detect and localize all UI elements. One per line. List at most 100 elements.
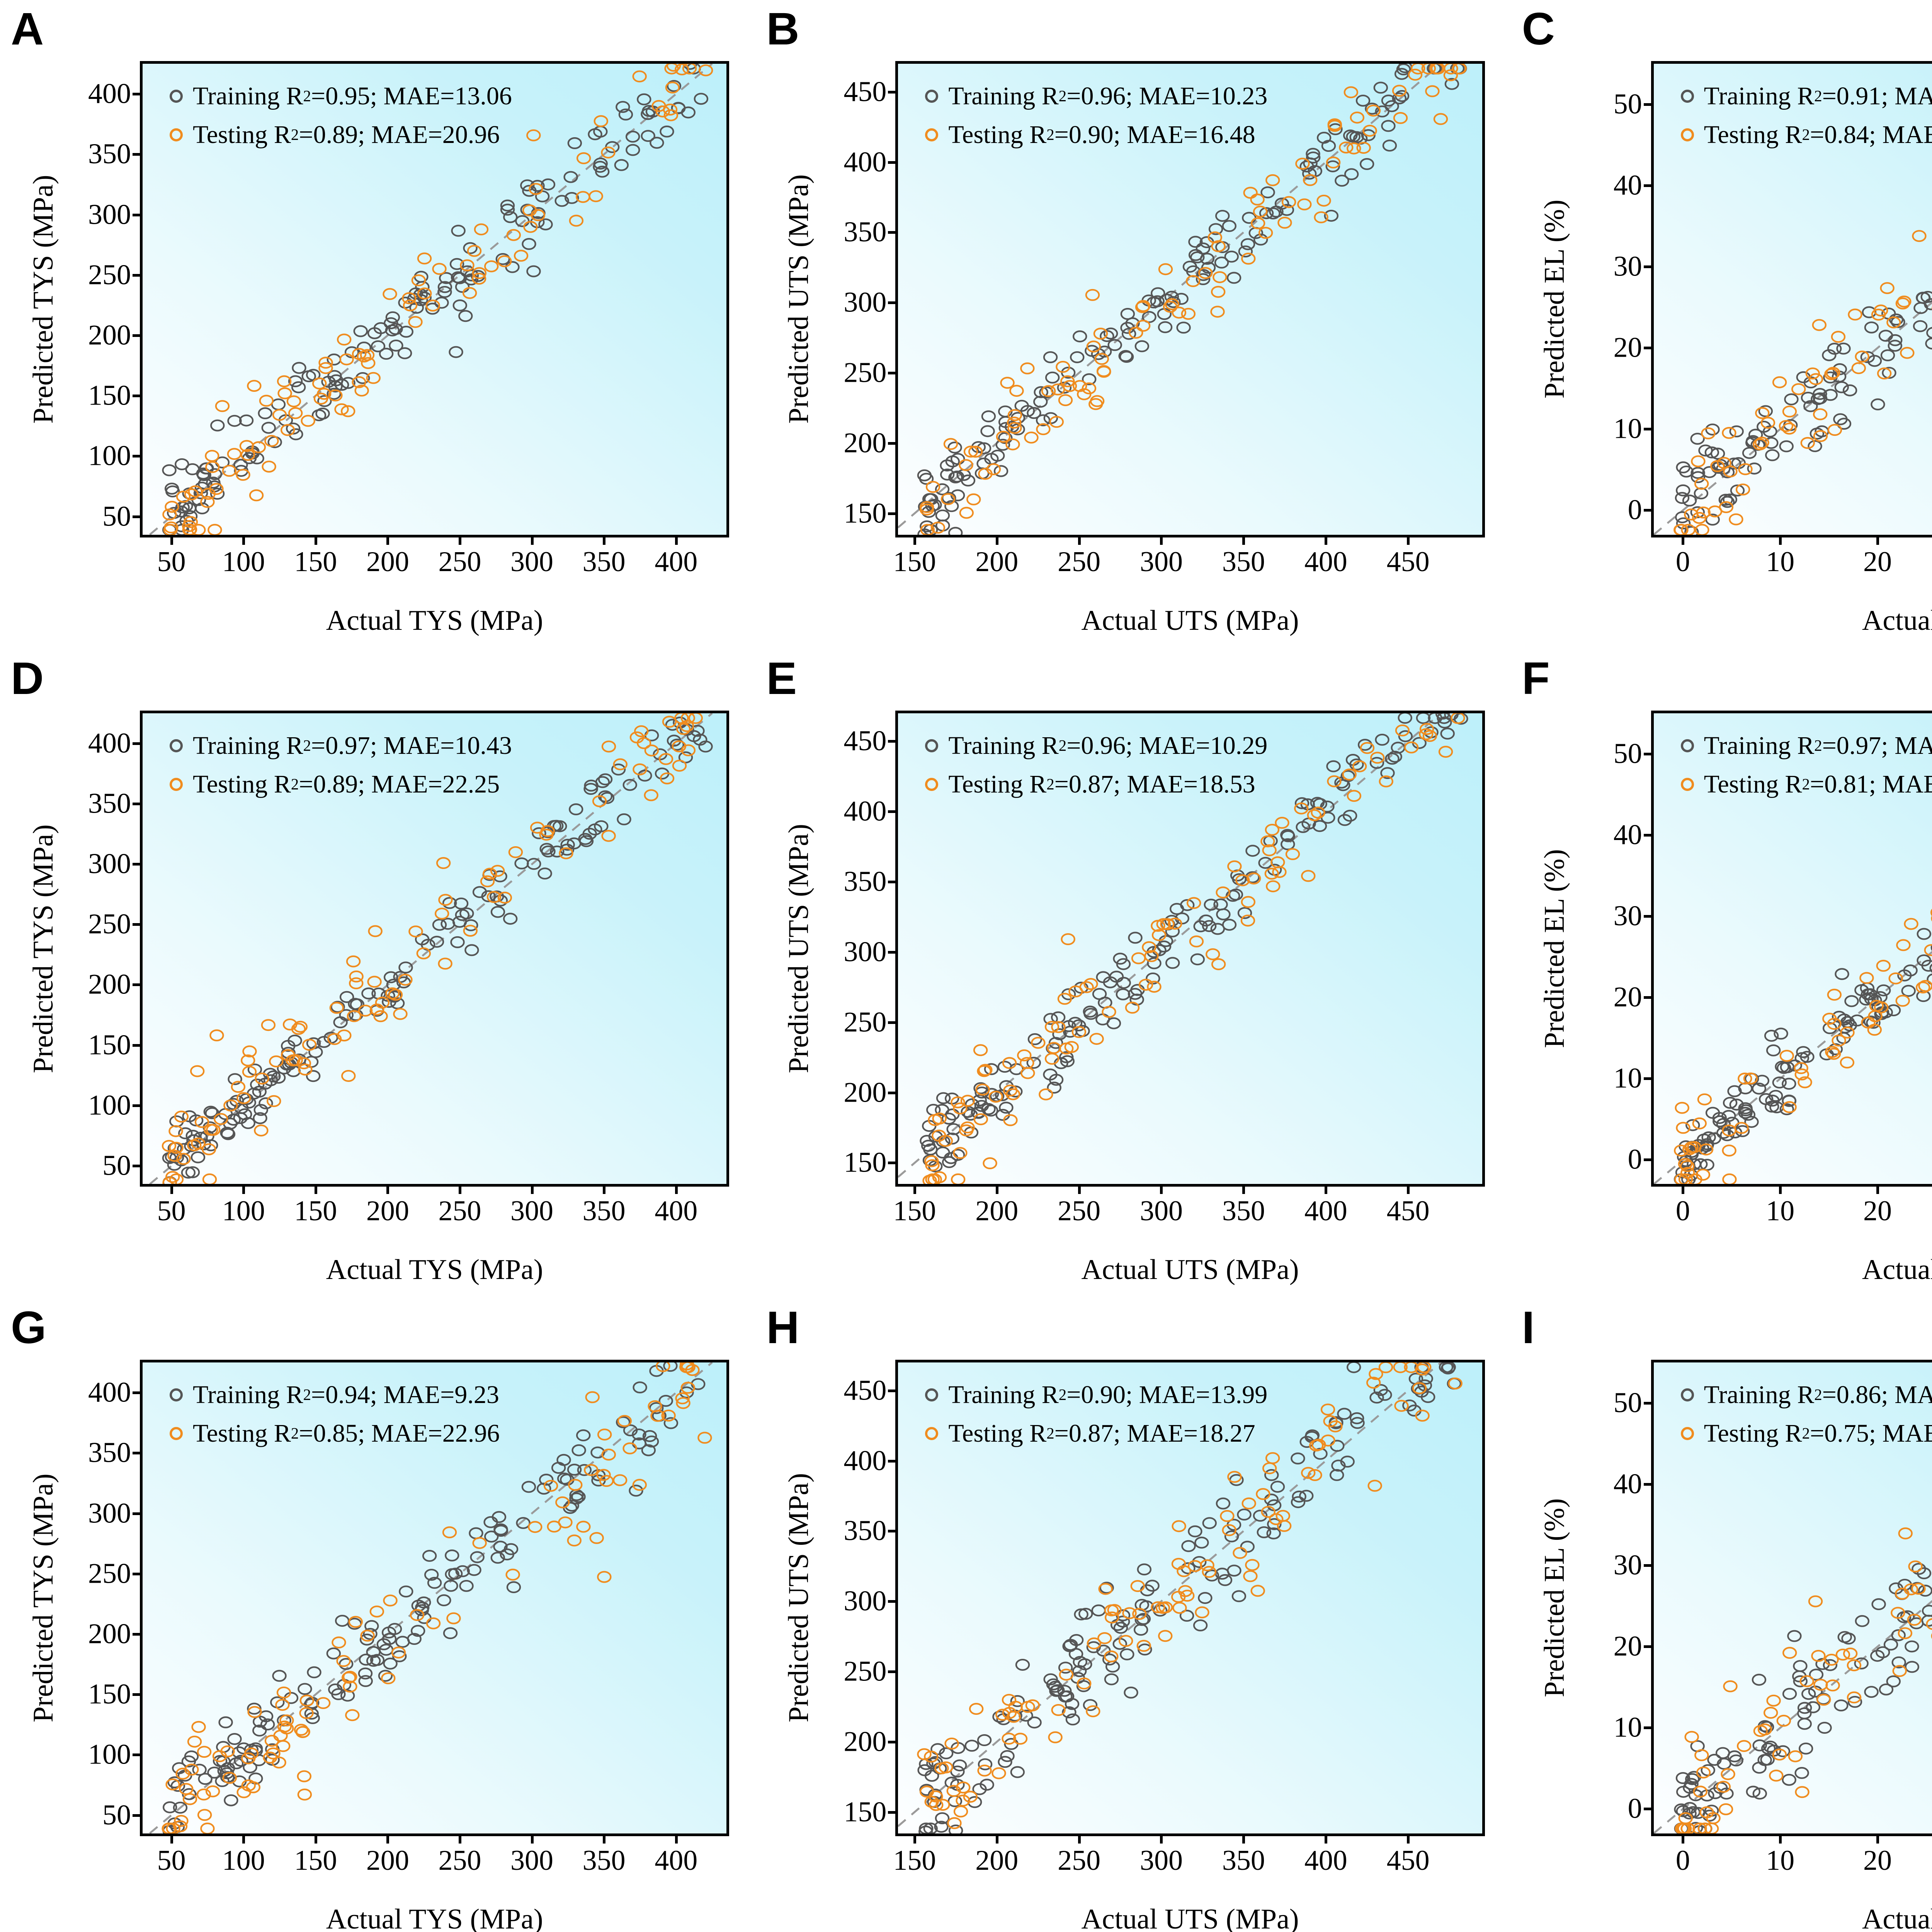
legend-item-training[interactable]: Training R 2 =0.94; MAE=9.23 bbox=[170, 1376, 500, 1414]
data-point bbox=[1094, 328, 1107, 339]
data-point bbox=[1757, 422, 1770, 432]
data-point bbox=[1675, 493, 1688, 503]
data-point bbox=[481, 876, 494, 886]
data-point bbox=[1416, 1364, 1429, 1375]
data-point bbox=[186, 1167, 199, 1177]
legend-item-testing[interactable]: Testing R2=0.75; MAE=3.41 bbox=[1680, 1414, 1932, 1453]
x-tick-mark bbox=[386, 1833, 389, 1844]
data-point bbox=[982, 1104, 995, 1114]
data-point bbox=[1780, 1051, 1793, 1061]
data-point bbox=[586, 1392, 599, 1403]
data-point bbox=[1136, 341, 1148, 352]
data-point bbox=[1246, 1560, 1259, 1570]
y-tick-mark bbox=[888, 372, 898, 375]
series-testing-points bbox=[1674, 64, 1932, 535]
data-point bbox=[922, 1140, 935, 1151]
data-point bbox=[612, 764, 625, 775]
data-point bbox=[1265, 1470, 1278, 1480]
data-point bbox=[1217, 887, 1230, 898]
data-point bbox=[945, 501, 958, 511]
legend-item-testing[interactable]: Testing R 2 =0.87; MAE=18.27 bbox=[925, 1414, 1267, 1453]
legend-item-training[interactable]: Training R 2 =0.95; MAE=13.06 bbox=[170, 77, 512, 116]
data-point bbox=[1007, 439, 1019, 450]
data-point bbox=[224, 1100, 237, 1111]
data-point bbox=[392, 1647, 405, 1658]
legend-item-testing[interactable]: Testing R 2 =0.89; MAE=20.96 bbox=[170, 116, 512, 154]
data-point bbox=[682, 713, 694, 723]
data-point bbox=[1104, 328, 1117, 339]
y-tick-mark bbox=[1643, 1645, 1654, 1648]
data-point bbox=[667, 64, 680, 71]
data-point bbox=[556, 196, 568, 206]
data-point bbox=[1063, 1707, 1076, 1718]
data-point bbox=[1063, 1641, 1076, 1651]
x-tick-label: 20 bbox=[1863, 1844, 1892, 1876]
data-point bbox=[1233, 1591, 1245, 1601]
data-point bbox=[1896, 995, 1909, 1006]
y-tick-label: 400 bbox=[88, 727, 131, 759]
data-point bbox=[1344, 810, 1356, 821]
data-point bbox=[1369, 1481, 1381, 1491]
data-point bbox=[361, 1631, 374, 1641]
data-point bbox=[663, 716, 676, 727]
y-tick-label: 400 bbox=[844, 1445, 887, 1477]
data-point bbox=[492, 906, 504, 917]
x-tick-label: 300 bbox=[1139, 546, 1183, 578]
panel-letter-f: F bbox=[1522, 653, 1550, 704]
legend-item-testing[interactable]: Testing R 2 =0.90; MAE=16.48 bbox=[925, 116, 1267, 154]
data-point bbox=[1878, 368, 1891, 379]
data-point bbox=[1735, 1122, 1748, 1133]
data-point bbox=[1292, 1453, 1304, 1464]
y-tick-mark bbox=[133, 1104, 143, 1107]
data-point bbox=[687, 731, 700, 741]
data-point bbox=[1014, 1733, 1027, 1744]
data-point bbox=[682, 745, 695, 755]
data-point bbox=[979, 1759, 992, 1770]
data-point bbox=[941, 469, 954, 480]
legend-item-training[interactable]: Training R 2 =0.90; MAE=13.99 bbox=[925, 1376, 1267, 1414]
legend-item-training[interactable]: Training R 2 =0.96; MAE=10.29 bbox=[925, 726, 1267, 765]
data-point bbox=[978, 1735, 991, 1745]
legend-item-testing[interactable]: Testing R 2 =0.85; MAE=22.96 bbox=[170, 1414, 500, 1453]
data-point bbox=[650, 138, 663, 148]
x-tick-mark bbox=[1407, 534, 1410, 545]
legend-item-training[interactable]: Training R2=0.86; MAE=2.97 bbox=[1680, 1376, 1932, 1414]
data-point bbox=[937, 1799, 949, 1810]
data-point bbox=[341, 1690, 354, 1701]
data-point bbox=[1088, 1638, 1100, 1649]
legend-item-training[interactable]: Training R 2 =0.97; MAE=10.43 bbox=[170, 726, 512, 765]
data-point bbox=[371, 1606, 383, 1617]
legend-item-testing[interactable]: Testing R 2 =0.87; MAE=18.53 bbox=[925, 765, 1267, 804]
legend-item-testing[interactable]: Testing R2=0.84; MAE=3.15 bbox=[1680, 116, 1932, 154]
data-point bbox=[1262, 187, 1274, 197]
data-point bbox=[1001, 378, 1014, 388]
data-point bbox=[1899, 1528, 1912, 1539]
legend-item-training[interactable]: Training R2=0.97; MAE=1.19 bbox=[1680, 726, 1932, 765]
y-tick-mark bbox=[133, 802, 143, 805]
data-point bbox=[940, 1762, 952, 1773]
data-point bbox=[698, 1432, 711, 1443]
data-point bbox=[175, 1111, 188, 1122]
y-tick-label: 200 bbox=[88, 968, 131, 1000]
legend-item-testing[interactable]: Testing R 2 =0.89; MAE=22.25 bbox=[170, 765, 512, 804]
data-point bbox=[185, 1764, 198, 1775]
y-tick-label: 300 bbox=[844, 286, 887, 318]
data-point bbox=[331, 1002, 344, 1012]
data-point bbox=[1295, 803, 1308, 813]
data-point bbox=[660, 1396, 672, 1406]
legend-item-training[interactable]: Training R 2 =0.96; MAE=10.23 bbox=[925, 77, 1267, 116]
data-point bbox=[359, 1005, 372, 1016]
data-point bbox=[544, 1481, 557, 1491]
legend-item-training[interactable]: Training R2=0.91; MAE=1.97 bbox=[1680, 77, 1932, 116]
panel-letter-c: C bbox=[1522, 3, 1555, 54]
x-tick-label: 150 bbox=[893, 546, 936, 578]
data-point bbox=[1315, 212, 1328, 223]
y-tick-mark bbox=[133, 742, 143, 745]
data-point bbox=[1706, 1107, 1719, 1118]
x-tick-label: 0 bbox=[1675, 1195, 1690, 1227]
data-point bbox=[1114, 1622, 1127, 1633]
data-point bbox=[1889, 973, 1902, 983]
data-point bbox=[338, 1030, 350, 1041]
data-point bbox=[920, 502, 933, 512]
legend-item-testing[interactable]: Testing R2=0.81; MAE=3.25 bbox=[1680, 765, 1932, 804]
